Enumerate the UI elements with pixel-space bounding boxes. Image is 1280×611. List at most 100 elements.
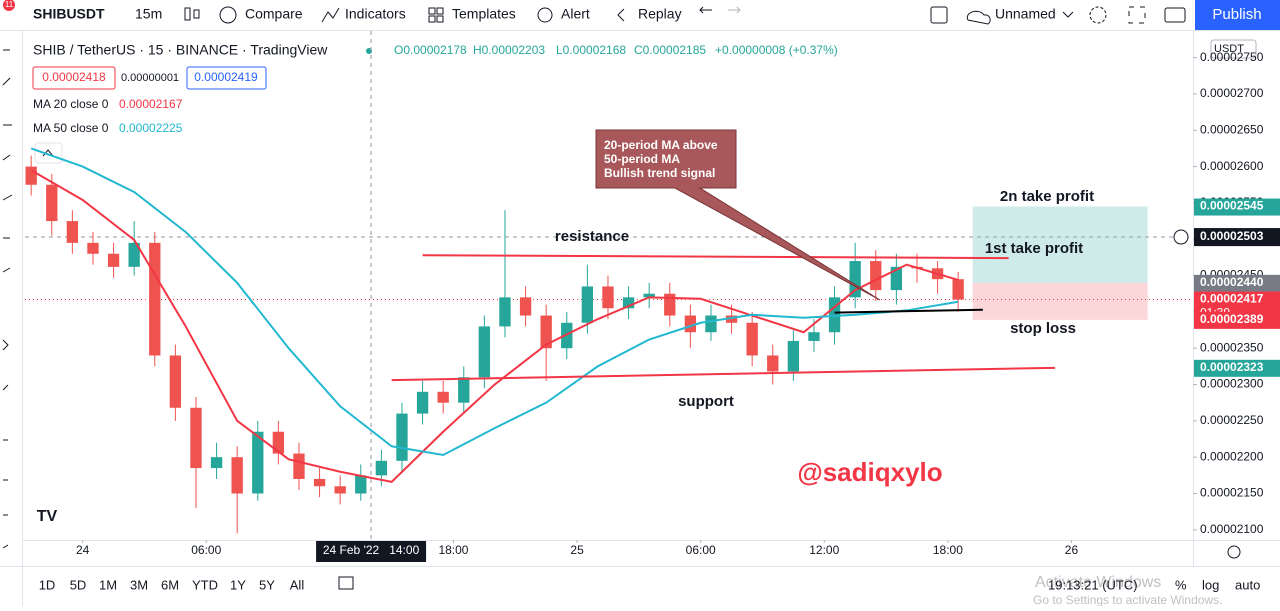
compare-button[interactable]: Compare [245, 6, 303, 22]
publish-label[interactable]: Publish [1212, 6, 1261, 23]
fullscreen-button[interactable] [1128, 6, 1146, 24]
os-watermark: Go to Settings to activate Windows. [1033, 593, 1222, 606]
candle-body [169, 355, 182, 408]
badge-count: 11 [5, 0, 14, 9]
x-tick-label: 25 [570, 543, 584, 557]
ohlc-close: C0.00002185 [634, 43, 706, 57]
indicators-button[interactable]: Indicators [345, 6, 406, 22]
candle-body [107, 253, 120, 267]
candle-body [416, 391, 429, 414]
drawing-tools[interactable] [2, 49, 13, 549]
x-tick-label: 18:00 [438, 543, 468, 557]
publish-button[interactable] [1195, 0, 1280, 30]
crosshair-price-box [1194, 228, 1280, 247]
range-button[interactable]: 3M [130, 577, 148, 592]
candle-body [25, 166, 37, 185]
range-button[interactable]: 6M [161, 577, 179, 592]
range-button[interactable]: 5D [70, 577, 87, 592]
y-tick-label: 0.00002750 [1200, 50, 1264, 64]
price-label: 0.00002417 [1200, 292, 1264, 306]
sell-price[interactable]: 0.00002418 [42, 70, 106, 84]
goto-date[interactable] [338, 576, 354, 590]
candle-body [705, 315, 717, 333]
range-button[interactable]: 1M [99, 577, 117, 592]
compare-icon[interactable] [219, 6, 237, 24]
stop-label: stop loss [1010, 320, 1076, 337]
range-button[interactable]: YTD [192, 577, 218, 592]
candle-body [849, 261, 861, 298]
range-button[interactable]: All [290, 577, 305, 592]
price-label: 0.00002389 [1200, 312, 1264, 326]
cloud-icon[interactable] [966, 10, 991, 25]
candle-body [767, 355, 779, 372]
axis-settings[interactable] [1227, 545, 1241, 559]
indicators-icon[interactable] [321, 7, 340, 23]
range-button[interactable]: 5Y [259, 577, 275, 592]
log-toggle[interactable]: log [1202, 577, 1219, 592]
range-button[interactable]: 1Y [230, 577, 246, 592]
percent-toggle[interactable]: % [1175, 577, 1187, 592]
moving-average [30, 169, 959, 483]
layout-dropdown[interactable] [1062, 11, 1074, 18]
templates-button[interactable]: Templates [452, 6, 516, 22]
candle-body [622, 297, 635, 309]
price-label: 0.00002545 [1200, 199, 1264, 213]
range-button[interactable]: 1D [39, 577, 56, 592]
collapse-legend[interactable] [34, 142, 63, 164]
candle-body [46, 184, 58, 222]
y-tick-label: 0.00002150 [1200, 486, 1264, 500]
layout-name[interactable]: Unnamed [995, 6, 1056, 22]
candle-body [396, 413, 408, 461]
redo-button[interactable] [728, 6, 741, 14]
tp2-label: 2n take profit [1000, 188, 1094, 205]
buy-box[interactable] [186, 66, 267, 90]
tv-logo: TV [37, 508, 58, 525]
undo-button[interactable] [699, 6, 712, 14]
candle-body [499, 297, 511, 327]
trend-line [391, 366, 1056, 382]
snapshot-button[interactable] [1164, 7, 1186, 23]
crosshair-time-box [316, 541, 427, 562]
candle-body [746, 322, 758, 356]
x-tick-label: 24 [76, 543, 90, 557]
crosshair-time: 24 Feb '22 14:00 [323, 543, 420, 557]
candle-body [478, 326, 491, 378]
ma20-value: 0.00002167 [119, 97, 183, 111]
ma50-label: MA 50 close 0 [33, 121, 109, 135]
candle-body [870, 261, 882, 291]
auto-toggle[interactable]: auto [1235, 577, 1260, 592]
candle-body [643, 293, 655, 298]
ohlc-open: O0.00002178 [394, 43, 467, 57]
symbol[interactable]: SHIBUSDT [33, 6, 105, 22]
candle-body [725, 315, 738, 323]
x-tick-label: 06:00 [191, 543, 221, 557]
loss-zone [972, 282, 1148, 320]
candle-body [458, 377, 470, 403]
candle-body [149, 242, 161, 356]
settings-button[interactable] [1089, 6, 1107, 24]
y-tick-label: 0.00002700 [1200, 86, 1264, 100]
x-tick-label: 26 [1065, 543, 1079, 557]
candle-body [602, 286, 614, 309]
alert-button[interactable]: Alert [561, 6, 590, 22]
bar-style-icon[interactable] [184, 7, 200, 21]
candle-body [66, 221, 79, 243]
y-tick-label: 0.00002100 [1200, 522, 1264, 536]
alert-icon[interactable] [537, 7, 553, 23]
candle-body [808, 332, 820, 341]
currency[interactable]: USDT [1214, 43, 1244, 55]
templates-icon[interactable] [428, 7, 444, 23]
replay-icon[interactable] [617, 8, 625, 22]
callout-line: 20-period MA above [604, 138, 718, 152]
replay-button[interactable]: Replay [638, 6, 682, 22]
x-tick-label: 12:00 [809, 543, 839, 557]
buy-price[interactable]: 0.00002419 [194, 70, 258, 84]
clock: 19:13:21 (UTC) [1048, 577, 1138, 592]
currency-box[interactable] [1210, 39, 1257, 59]
sell-box[interactable] [32, 66, 116, 90]
select-box[interactable] [930, 6, 948, 24]
interval[interactable]: 15m [135, 6, 162, 22]
